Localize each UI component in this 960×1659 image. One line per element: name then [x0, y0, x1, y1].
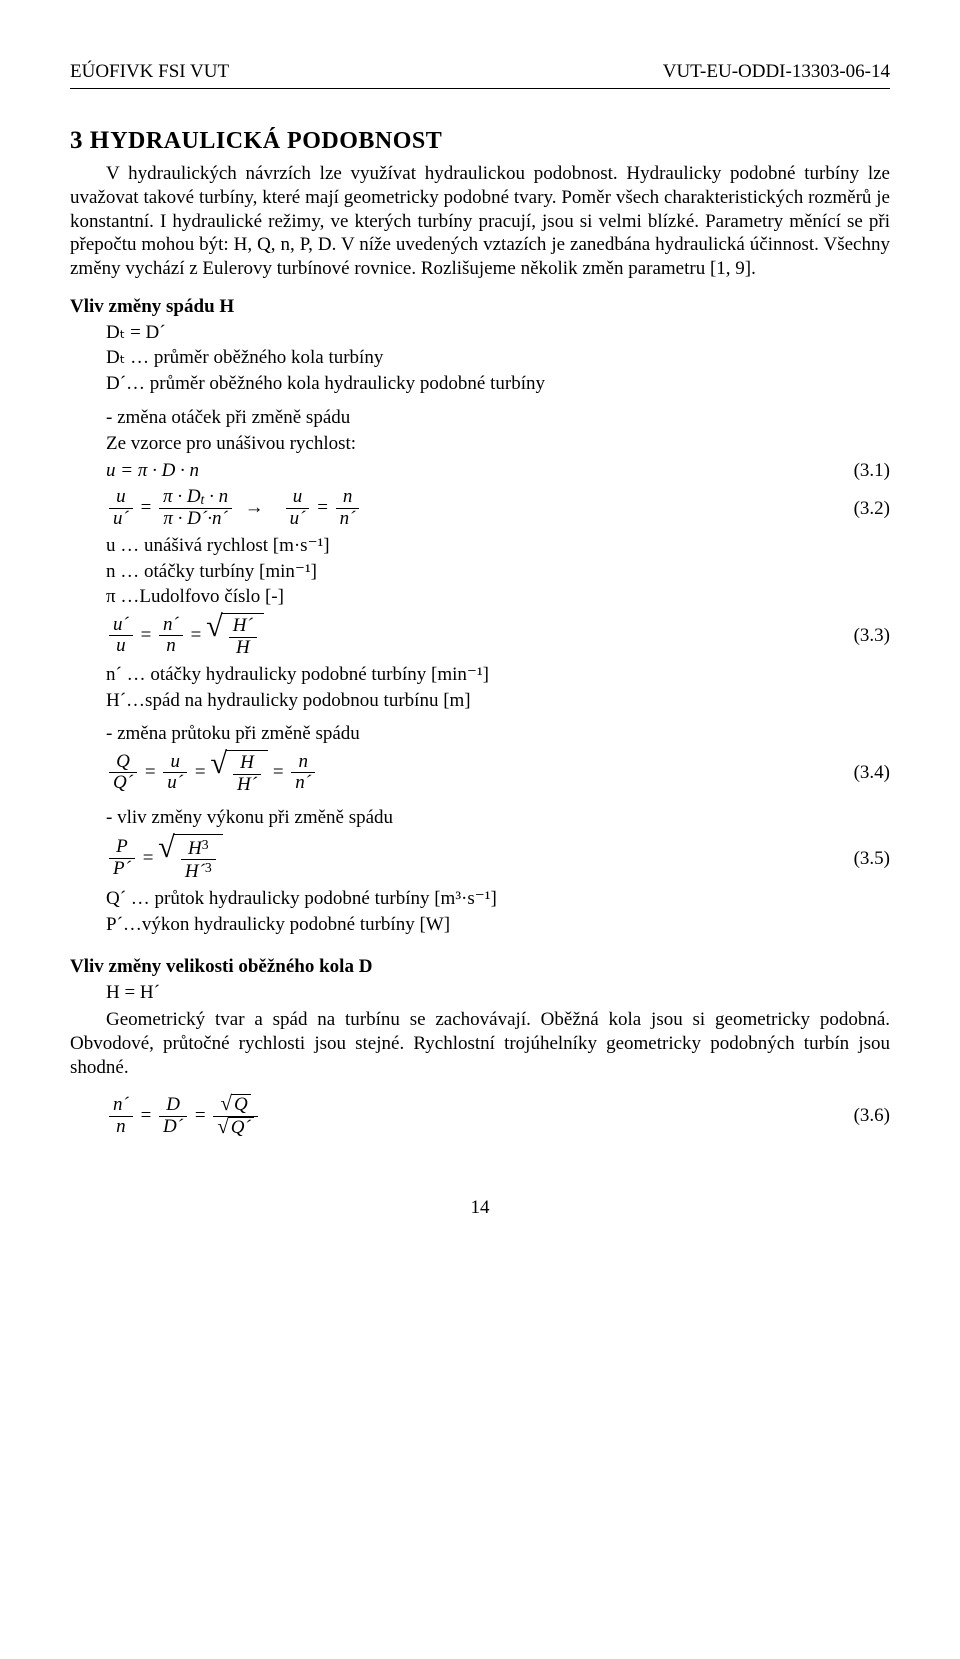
frac-uprime-u: u´u [109, 615, 133, 658]
block-vliv-H: Dₜ = D´ Dₜ … průměr oběžného kola turbín… [106, 321, 890, 937]
line-ze-vzorce: Ze vzorce pro unášivou rychlost: [106, 432, 890, 456]
eq-3-1-expr: u = π · D · n [106, 460, 199, 481]
subhead-vliv-D: Vliv změny velikosti oběžného kola D [70, 955, 890, 979]
def-p-prime: P´…výkon hydraulicky podobné turbíny [W] [106, 913, 890, 937]
section-title-rest: YDRAULICKÁ PODOBNOST [110, 128, 442, 154]
def-q-prime: Q´ … průtok hydraulicky podobné turbíny … [106, 887, 890, 911]
eq-3-5: PP´ = √H3H´3 (3.5) [106, 834, 890, 884]
header-right: VUT-EU-ODDI-13303-06-14 [663, 60, 890, 84]
header-left: EÚOFIVK FSI VUT [70, 60, 229, 84]
eq-num-3-6: (3.6) [820, 1104, 890, 1128]
bullet-speed-change: změna otáček při změně spádu [106, 406, 890, 430]
eq-3-4: QQ´ = uu´ = √HH´ = nn´ (3.4) [106, 750, 890, 796]
subhead-vliv-H: Vliv změny spádu H [70, 295, 890, 319]
def-u: u … unášivá rychlost [m·s⁻¹] [106, 534, 890, 558]
sqrt-h-hprime: √HH´ [210, 750, 268, 796]
frac-sqrtq-sqrtqprime: √Q √Q´ [213, 1094, 258, 1139]
def-dt: Dₜ … průměr oběžného kola turbíny [106, 346, 890, 370]
eq-3-3: u´u = n´n = √H´H (3.3) [106, 613, 890, 659]
frac-p-pprime: PP´ [109, 837, 135, 880]
def-h-prime: H´…spád na hydraulicky podobnou turbínu … [106, 689, 890, 713]
eq-3-1: u = π · D · n (3.1) [106, 459, 890, 483]
eq-num-3-3: (3.3) [820, 624, 890, 648]
page-number: 14 [70, 1196, 890, 1220]
def-d-prime: D´… průměr oběžného kola hydraulicky pod… [106, 372, 890, 396]
def-pi: π …Ludolfovo číslo [-] [106, 585, 890, 609]
def-n: n … otáčky turbíny [min⁻¹] [106, 560, 890, 584]
page-header: EÚOFIVK FSI VUT VUT-EU-ODDI-13303-06-14 [70, 60, 890, 84]
header-rule [70, 88, 890, 89]
block-eq-3-6: n´n = DD´ = √Q √Q´ (3.6) [106, 1094, 890, 1139]
sqrt-hprime-h: √H´H [206, 613, 264, 659]
sqrt-h3-hprime3: √H3H´3 [158, 834, 223, 884]
eq-num-3-2: (3.2) [820, 497, 890, 521]
para-vliv-D: Geometrický tvar a spád na turbínu se za… [70, 1008, 890, 1079]
block-vliv-D: H = H´ [106, 981, 890, 1005]
def-n-prime: n´ … otáčky hydraulicky podobné turbíny … [106, 663, 890, 687]
frac-u-uprime: uu´ [109, 487, 133, 530]
section-title: 3 HYDRAULICKÁ PODOBNOST [70, 125, 890, 156]
frac-u-uprime2: uu´ [286, 487, 310, 530]
frac-n-nprime2: nn´ [291, 752, 315, 795]
eq-num-3-4: (3.4) [820, 761, 890, 785]
eq-dt-eq-d: Dₜ = D´ [106, 321, 890, 345]
bullet-flow-change: změna průtoku při změně spádu [106, 722, 890, 746]
frac-d-dprime: DD´ [159, 1095, 187, 1138]
frac-n-nprime: nn´ [336, 487, 360, 530]
frac-pi-dt-n: π · Dt · nπ · D´·n´ [159, 487, 232, 530]
eq-h-eq-hprime: H = H´ [106, 981, 890, 1005]
intro-paragraph: V hydraulických návrzích lze využívat hy… [70, 162, 890, 281]
frac-q-qprime: QQ´ [109, 752, 137, 795]
section-number: 3 [70, 127, 83, 154]
eq-num-3-1: (3.1) [820, 459, 890, 483]
frac-nprime-n-2: n´n [109, 1095, 133, 1138]
eq-3-2: uu´ = π · Dt · nπ · D´·n´ → uu´ = nn´ (3… [106, 487, 890, 530]
frac-u-uprime3: uu´ [163, 752, 187, 795]
eq-3-6: n´n = DD´ = √Q √Q´ (3.6) [106, 1094, 890, 1139]
bullet-power-change: vliv změny výkonu při změně spádu [106, 806, 890, 830]
section-title-lead: H [90, 127, 110, 154]
frac-nprime-n: n´n [159, 615, 183, 658]
eq-num-3-5: (3.5) [820, 847, 890, 871]
